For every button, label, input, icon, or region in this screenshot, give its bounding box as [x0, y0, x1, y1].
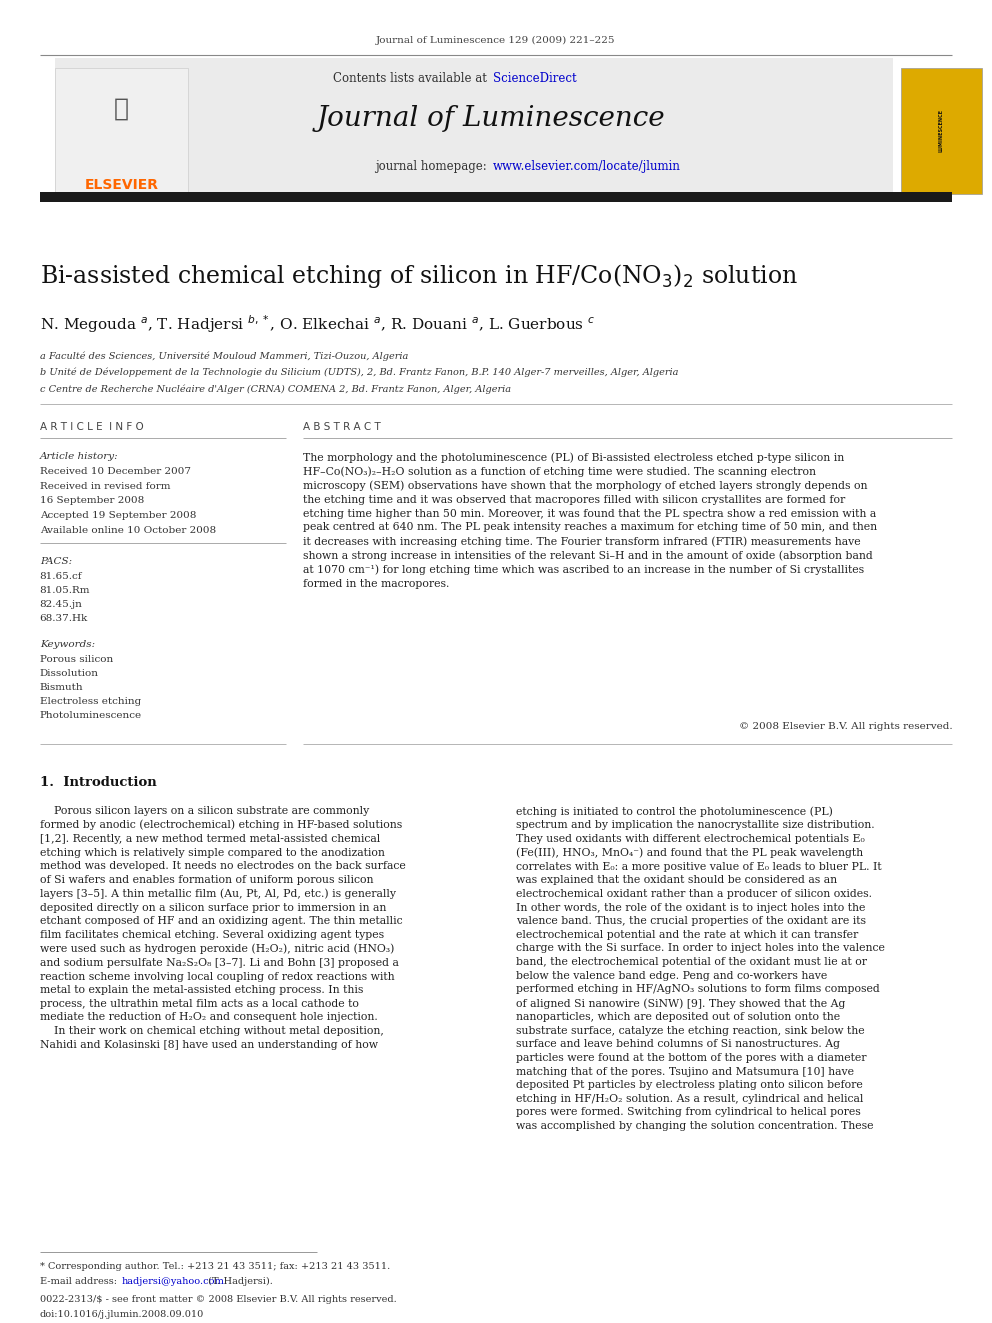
Text: www.elsevier.com/locate/jlumin: www.elsevier.com/locate/jlumin [493, 160, 681, 173]
Text: 82.45.jn: 82.45.jn [40, 601, 82, 609]
Text: ELSEVIER: ELSEVIER [84, 179, 159, 192]
Text: 81.05.Rm: 81.05.Rm [40, 586, 90, 595]
Text: A B S T R A C T: A B S T R A C T [303, 422, 380, 433]
Text: Article history:: Article history: [40, 452, 118, 460]
Text: Journal of Luminescence 129 (2009) 221–225: Journal of Luminescence 129 (2009) 221–2… [376, 36, 616, 45]
Text: Accepted 19 September 2008: Accepted 19 September 2008 [40, 511, 196, 520]
Text: The morphology and the photoluminescence (PL) of Bi-assisted electroless etched : The morphology and the photoluminescence… [303, 452, 877, 589]
Text: Keywords:: Keywords: [40, 640, 95, 650]
Bar [40, 192, 952, 202]
Text: journal homepage:: journal homepage: [376, 160, 491, 173]
Bar [901, 67, 982, 194]
Text: LUMINESCENCE: LUMINESCENCE [938, 110, 944, 152]
Text: doi:10.1016/j.jlumin.2008.09.010: doi:10.1016/j.jlumin.2008.09.010 [40, 1310, 204, 1319]
Bar [55, 67, 188, 194]
Text: Electroless etching: Electroless etching [40, 697, 141, 706]
Text: PACS:: PACS: [40, 557, 71, 566]
Text: 81.65.cf: 81.65.cf [40, 572, 82, 581]
Text: a Faculté des Sciences, Université Mouloud Mammeri, Tizi-Ouzou, Algeria: a Faculté des Sciences, Université Moulo… [40, 352, 408, 361]
Text: Bismuth: Bismuth [40, 683, 83, 692]
Text: E-mail address:: E-mail address: [40, 1277, 120, 1286]
Text: c Centre de Recherche Nucléaire d'Alger (CRNA) COMENA 2, Bd. Frantz Fanon, Alger: c Centre de Recherche Nucléaire d'Alger … [40, 384, 511, 393]
Text: 🌳: 🌳 [114, 97, 129, 120]
Text: etching is initiated to control the photoluminescence (PL)
spectrum and by impli: etching is initiated to control the phot… [516, 806, 885, 1131]
Text: Photoluminescence: Photoluminescence [40, 710, 142, 720]
Text: 1.  Introduction: 1. Introduction [40, 777, 157, 789]
Text: Received 10 December 2007: Received 10 December 2007 [40, 467, 190, 476]
Text: Available online 10 October 2008: Available online 10 October 2008 [40, 527, 216, 534]
Text: hadjersi@yahoo.com: hadjersi@yahoo.com [122, 1277, 225, 1286]
Text: ScienceDirect: ScienceDirect [493, 71, 576, 85]
Text: A R T I C L E  I N F O: A R T I C L E I N F O [40, 422, 144, 433]
Text: 0022-2313/$ - see front matter © 2008 Elsevier B.V. All rights reserved.: 0022-2313/$ - see front matter © 2008 El… [40, 1295, 397, 1304]
Text: N. Megouda $^{a}$, T. Hadjersi $^{b,*}$, O. Elkechai $^{a}$, R. Douani $^{a}$, L: N. Megouda $^{a}$, T. Hadjersi $^{b,*}$,… [40, 314, 595, 335]
Text: (T. Hadjersi).: (T. Hadjersi). [205, 1277, 273, 1286]
Text: Bi-assisted chemical etching of silicon in HF/Co(NO$_3$)$_2$ solution: Bi-assisted chemical etching of silicon … [40, 262, 798, 290]
Text: Porous silicon: Porous silicon [40, 655, 113, 664]
Text: Dissolution: Dissolution [40, 669, 98, 677]
Text: Received in revised form: Received in revised form [40, 482, 171, 491]
Text: b Unité de Développement de la Technologie du Silicium (UDTS), 2, Bd. Frantz Fan: b Unité de Développement de la Technolog… [40, 368, 679, 377]
Text: Porous silicon layers on a silicon substrate are commonly
formed by anodic (elec: Porous silicon layers on a silicon subst… [40, 806, 406, 1049]
Text: * Corresponding author. Tel.: +213 21 43 3511; fax: +213 21 43 3511.: * Corresponding author. Tel.: +213 21 43… [40, 1262, 390, 1271]
Text: 68.37.Hk: 68.37.Hk [40, 614, 88, 623]
Text: © 2008 Elsevier B.V. All rights reserved.: © 2008 Elsevier B.V. All rights reserved… [739, 722, 952, 732]
Text: Contents lists available at: Contents lists available at [333, 71, 491, 85]
Text: 16 September 2008: 16 September 2008 [40, 496, 144, 505]
Bar [55, 58, 893, 196]
Text: Journal of Luminescence: Journal of Luminescence [316, 105, 666, 132]
